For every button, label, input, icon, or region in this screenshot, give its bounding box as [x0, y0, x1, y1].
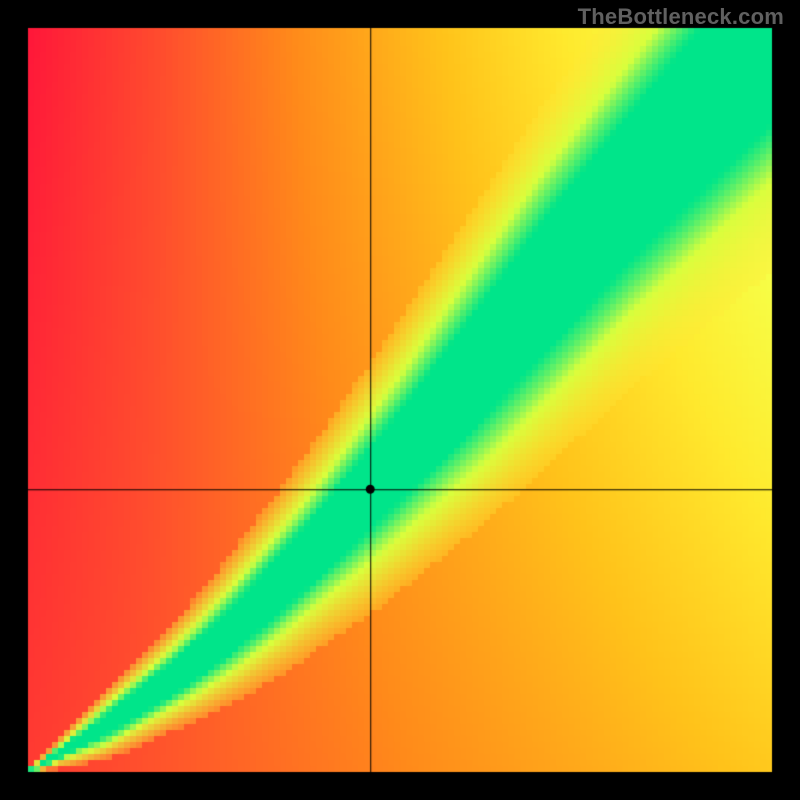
bottleneck-heatmap	[0, 0, 800, 800]
chart-container: TheBottleneck.com	[0, 0, 800, 800]
watermark-text: TheBottleneck.com	[578, 4, 784, 30]
